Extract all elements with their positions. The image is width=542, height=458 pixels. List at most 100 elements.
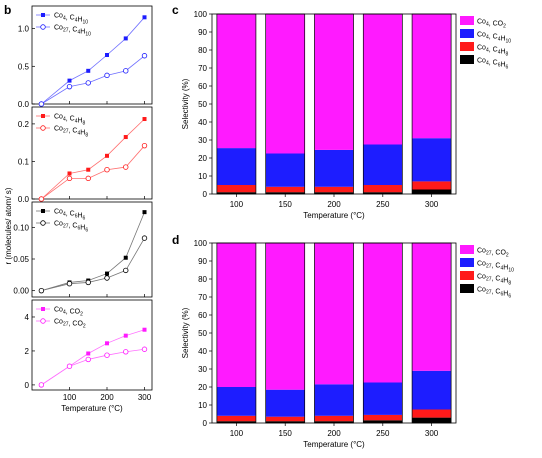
bar-segment [265,389,305,417]
data-point [38,101,45,107]
series-line [41,348,145,386]
legend-swatch [460,42,474,51]
legend-label-label_mid2: H [503,278,508,285]
data-point [105,271,109,276]
y-axis-title: Selectivity (%) [181,78,190,129]
bar-segment [363,144,403,185]
data-point [123,267,129,274]
bar-segment [412,370,452,410]
data-point [104,72,110,79]
legend-label-label_main: Co [477,32,486,39]
legend-label-label_mid: , C [66,15,75,22]
y-tick-label: 90 [198,257,207,266]
bar-segment [363,420,403,423]
bar-segment [412,189,452,194]
bar-panel-c: 100 150 200 250 300 0 10 20 30 40 50 60 70 80 90 100 Tem… [181,10,511,220]
legend-label-label_main: Co [477,287,486,294]
x-tick-label: 200 [100,393,114,402]
data-point [85,279,91,286]
legend-label-sub1: 4 [63,16,66,22]
legend-label-label_main: Co [477,274,486,281]
legend-label-sub2: 6 [498,63,501,69]
legend-label-sub2: 6 [500,292,503,298]
data-point [66,175,73,182]
bar-segment [363,14,403,145]
legend-label-sub2: 4 [75,18,78,24]
legend-label-sub2: 2 [83,324,86,330]
bar-segment [216,387,256,416]
legend-label-sub2: 4 [77,30,80,36]
plot-frame [31,5,153,105]
data-point [86,68,91,73]
bar-segment [363,382,403,415]
legend-label-sub2: 2 [506,253,509,259]
legend-label-label_main: Co [54,126,63,133]
legend-label-label_mid2: H [80,29,85,36]
data-point [67,78,72,83]
y-tick-label: 10 [198,172,207,181]
legend-label-label_main: Co [477,58,486,65]
legend-label: Co4, C4H10 [54,13,88,26]
series-line [41,55,145,105]
y-tick-label: 0 [203,419,208,428]
legend-label-label_mid: , C [66,116,75,123]
bar-segment [314,415,354,422]
data-point [141,235,148,241]
legend-label-sub3: 8 [506,52,509,58]
legend-label: Co27, C4H10 [54,25,91,38]
legend-label-label_mid2: H [77,213,82,220]
data-point [141,346,148,352]
legend-label-label_mid: , C [492,263,501,270]
legend-marker [40,318,46,324]
y-tick-label: 90 [198,28,207,37]
legend-label-label_mid2: H [77,17,82,24]
legend-label: Co4, C4H8 [477,45,509,58]
legend-label-label_mid: , CO [69,321,84,328]
legend-label: Co27, C4H10 [477,261,514,274]
legend-label-sub3: 8 [83,121,86,127]
legend-label-sub3: 8 [85,133,88,139]
y-tick-label: 0.00 [13,287,29,296]
y-tick-label: 0.0 [18,100,30,109]
legend-label-label_mid: , C [492,276,501,283]
legend-label-sub1: 27 [486,251,492,257]
legend-label-sub2: 4 [77,131,80,137]
data-point [123,349,129,355]
panel-b-ylabel: r (molecules/ atom/ s) [4,187,13,264]
bar-segment [314,421,354,423]
legend-label-sub1: 27 [486,290,492,296]
legend-marker [41,307,45,311]
data-point [38,287,45,294]
data-point [123,255,128,260]
y-tick-label: 0.1 [18,157,30,166]
y-tick-label: 40 [198,118,207,127]
legend-marker [40,220,46,226]
x-axis-title: Temperature (°C) [61,404,123,413]
legend-label: Co4, C6H6 [477,58,509,71]
data-point [85,356,91,363]
y-tick-label: 0.05 [13,255,29,264]
legend-label: Co4, C4H8 [54,114,86,127]
y-axis-title: Selectivity (%) [181,307,190,358]
legend-label-label_main: Co [54,221,63,228]
data-point [105,341,109,346]
x-tick-label: 100 [230,429,244,438]
data-point [141,53,148,59]
data-point [105,153,109,158]
y-tick-label: 0 [203,190,208,199]
bar-segment [314,384,354,416]
bar-segment [363,414,403,421]
plot-frame [31,106,153,200]
data-point [66,83,73,90]
legend-label-label_mid: , C [489,34,498,41]
data-point [38,382,45,388]
legend-label-label_mid: , CO [66,309,81,316]
legend-label-label_main: Co [54,307,63,314]
legend-label-sub2: 2 [80,312,83,318]
legend-label: Co27, C6H6 [54,221,88,234]
series-line [41,237,145,292]
legend-label-label_mid2: H [500,49,505,56]
data-point [141,142,148,149]
bar-segment [412,138,452,182]
